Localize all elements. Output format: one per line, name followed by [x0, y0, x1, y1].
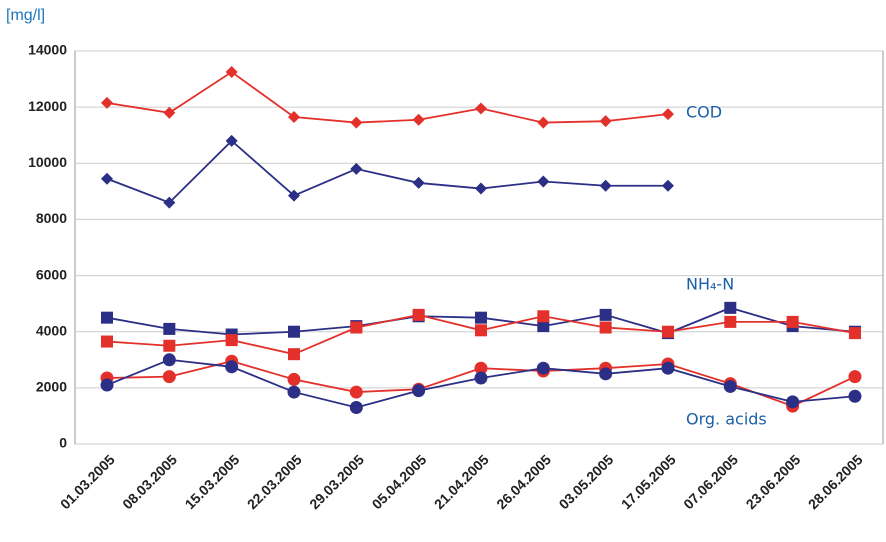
point — [101, 311, 113, 324]
x-tick-label: 23.06.2005 — [743, 451, 804, 512]
point — [350, 116, 363, 129]
point — [287, 348, 300, 361]
point — [101, 172, 113, 185]
x-tick-label: 03.05.2005 — [556, 451, 617, 512]
point — [412, 113, 425, 126]
x-tick-label: 28.06.2005 — [805, 451, 866, 512]
point — [163, 339, 176, 352]
point — [537, 175, 550, 188]
point — [350, 162, 363, 175]
x-tick-label: 15.03.2005 — [182, 451, 243, 512]
point — [537, 116, 550, 129]
point — [225, 134, 238, 147]
x-tick-label: 26.04.2005 — [493, 451, 554, 512]
annotation: Org. acids — [686, 410, 767, 429]
point — [225, 66, 238, 79]
point — [661, 179, 674, 192]
point — [474, 102, 487, 115]
point — [599, 367, 613, 381]
point — [287, 325, 300, 338]
point — [786, 315, 799, 328]
point — [599, 179, 612, 192]
point — [163, 322, 176, 335]
y-tick-label: 12000 — [28, 98, 67, 114]
series-line — [106, 70, 669, 124]
y-tick-label: 10000 — [28, 154, 67, 170]
point — [661, 361, 675, 375]
x-tick-label: 17.05.2005 — [618, 451, 679, 512]
point — [412, 308, 425, 321]
point — [349, 401, 363, 415]
y-axis-label: [mg/l] — [6, 7, 45, 24]
annotation: NH₄-N — [686, 275, 734, 294]
point — [848, 370, 862, 384]
annotation: COD — [686, 103, 722, 122]
x-tick-label: 07.06.2005 — [680, 451, 741, 512]
point — [599, 115, 612, 128]
point — [162, 370, 176, 384]
x-tick-label: 29.03.2005 — [306, 451, 367, 512]
point — [349, 385, 363, 399]
point — [536, 361, 550, 375]
point — [661, 325, 674, 338]
point — [287, 189, 300, 202]
y-tick-label: 4000 — [36, 322, 67, 338]
point — [163, 196, 176, 209]
point — [474, 324, 487, 337]
x-tick-label: 22.03.2005 — [244, 451, 305, 512]
point — [350, 321, 363, 334]
point — [724, 301, 737, 314]
point — [412, 176, 425, 189]
point — [163, 106, 176, 119]
point — [723, 379, 737, 393]
point — [848, 327, 861, 340]
point — [537, 310, 550, 323]
point — [225, 360, 239, 374]
point — [599, 321, 612, 334]
point — [786, 395, 800, 409]
point — [101, 96, 113, 109]
point — [287, 372, 301, 386]
y-tick-label: 6000 — [36, 266, 67, 282]
point — [537, 320, 550, 333]
x-tick-label: 21.04.2005 — [431, 451, 492, 512]
y-tick-label: 14000 — [28, 42, 67, 58]
x-tick-label: 05.04.2005 — [369, 451, 430, 512]
point — [287, 110, 300, 123]
point — [162, 353, 176, 367]
point — [474, 182, 487, 195]
point — [661, 108, 674, 121]
point — [100, 378, 114, 392]
point — [724, 315, 737, 328]
y-tick-label: 8000 — [36, 210, 67, 226]
x-tick-label: 08.03.2005 — [119, 451, 180, 512]
point — [101, 335, 113, 348]
point — [474, 361, 488, 375]
y-tick-label: 0 — [59, 435, 67, 451]
point — [848, 389, 862, 403]
point — [599, 308, 612, 321]
series-line — [106, 139, 668, 204]
point — [225, 334, 238, 347]
point — [287, 385, 301, 399]
point — [474, 311, 487, 324]
point — [474, 371, 488, 385]
y-tick-label: 2000 — [36, 379, 67, 395]
point — [412, 384, 426, 398]
x-tick-label: 01.03.2005 — [57, 451, 118, 512]
